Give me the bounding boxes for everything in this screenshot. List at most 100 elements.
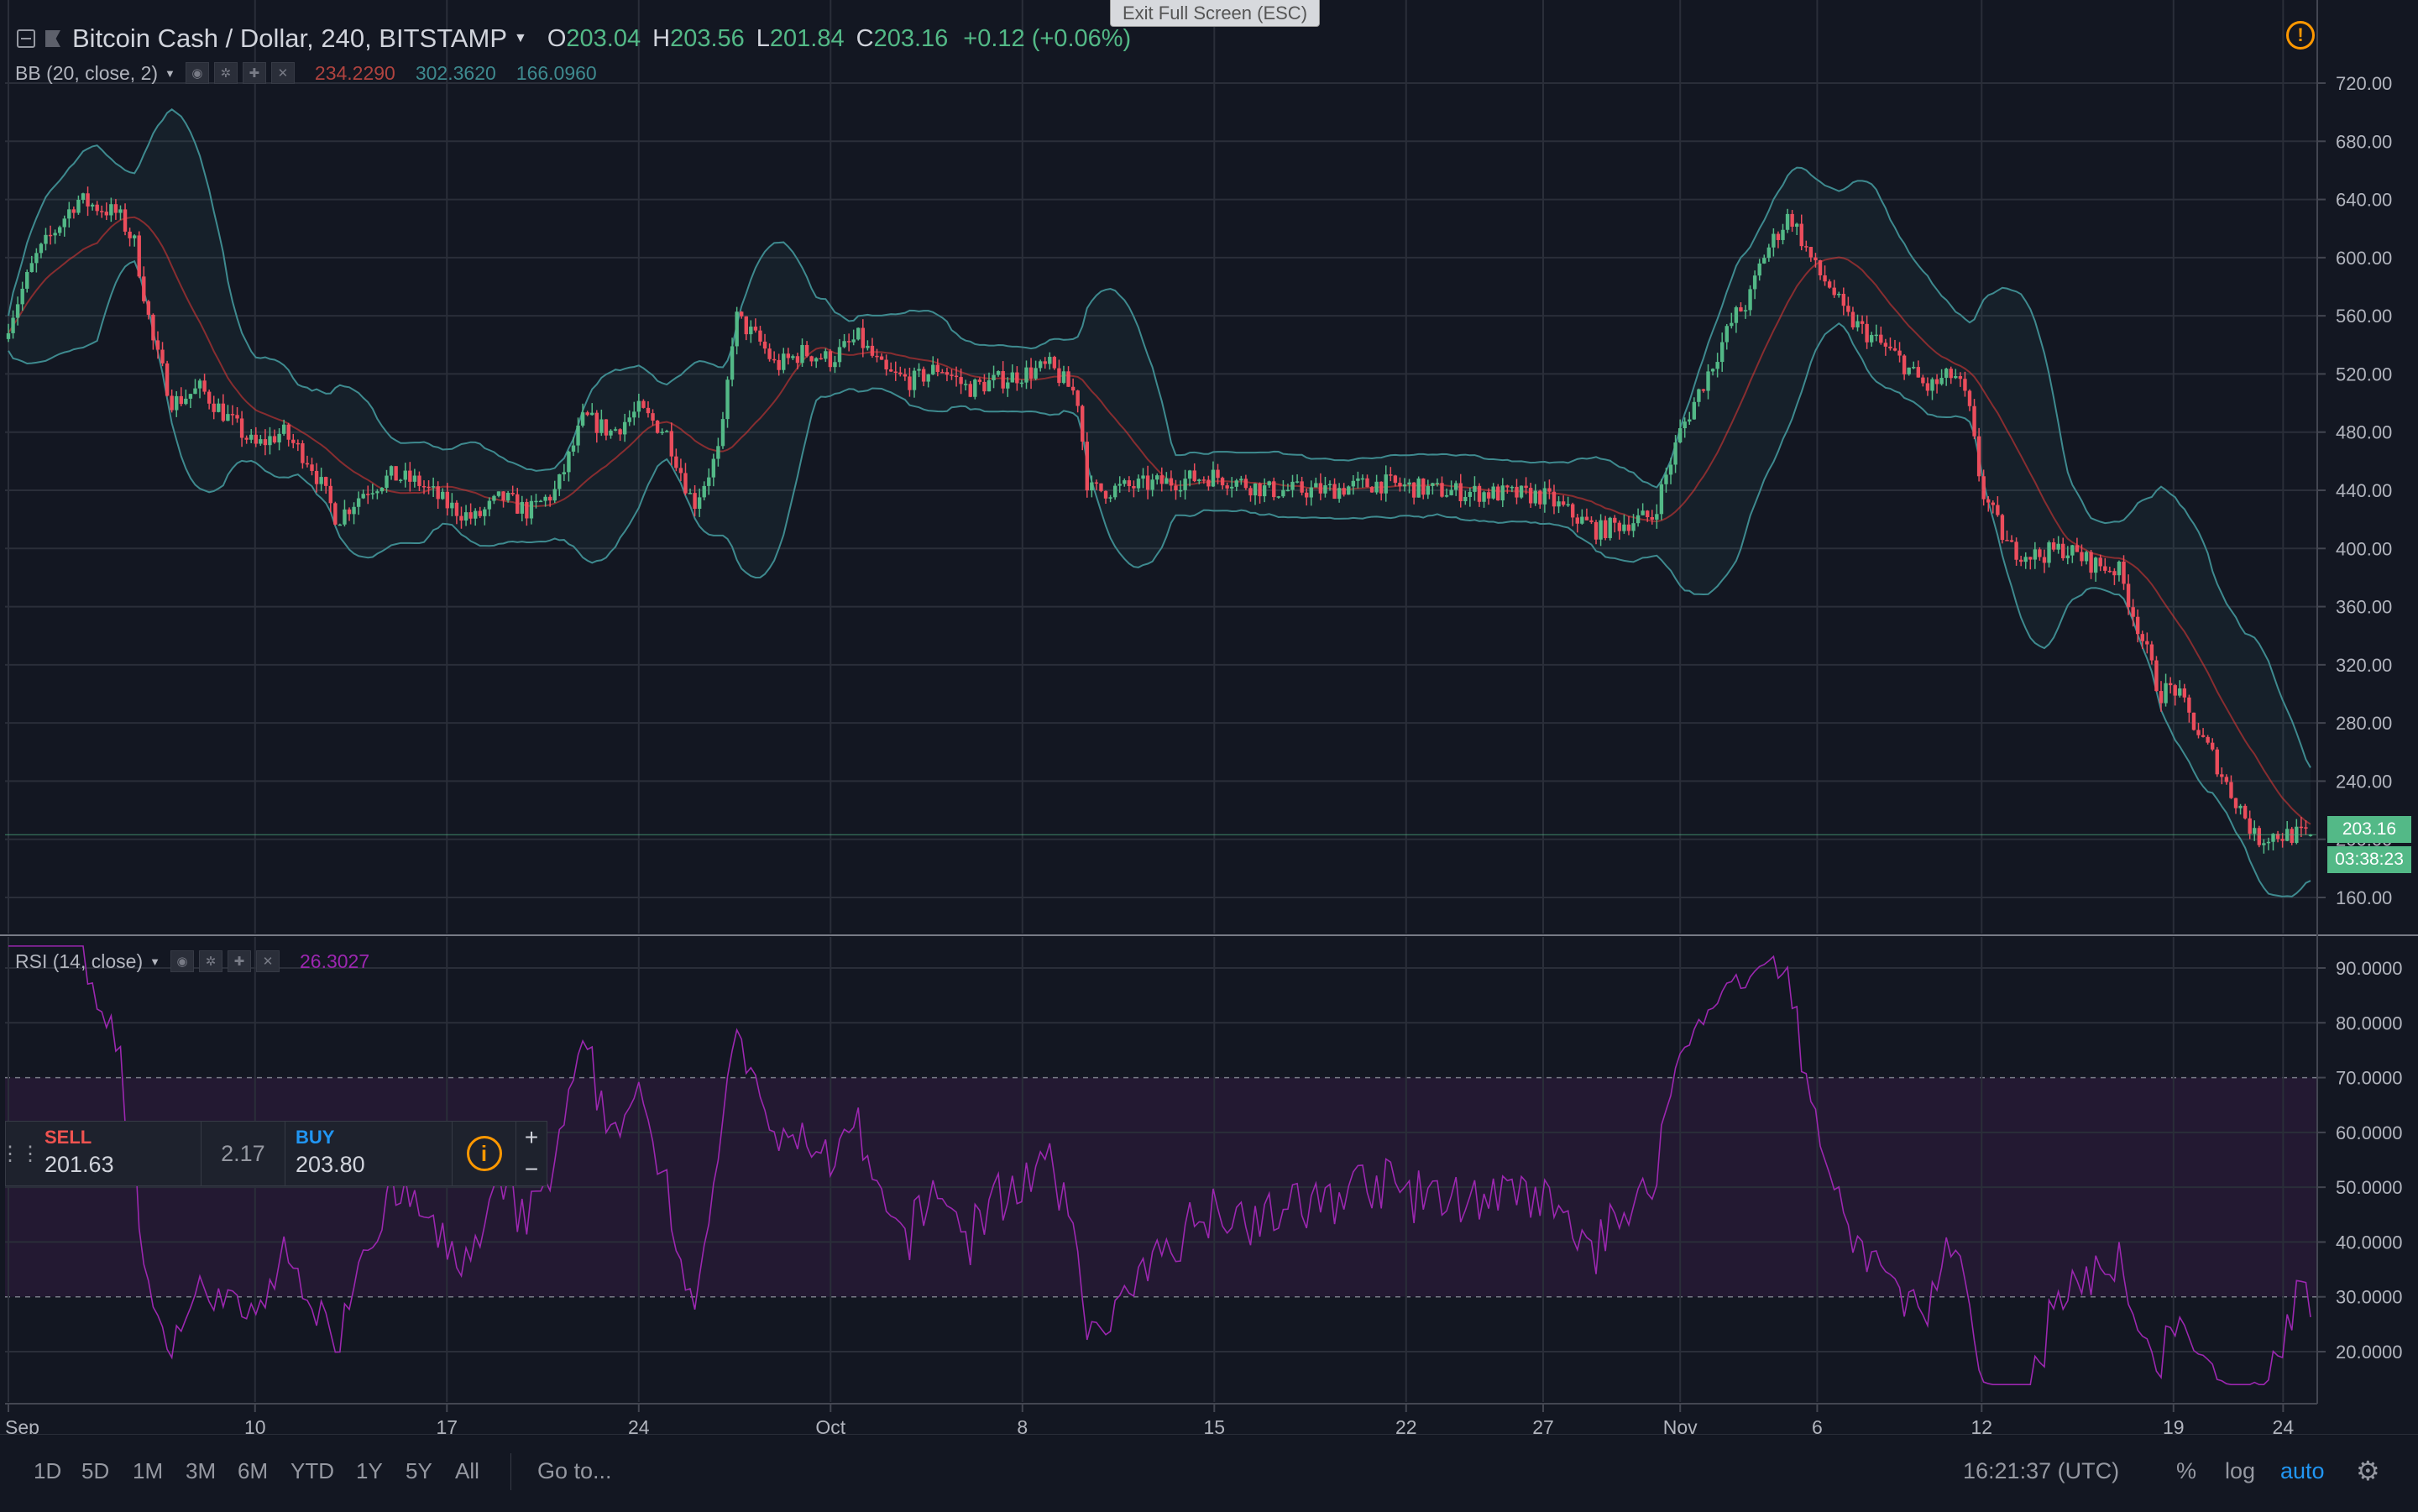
candle-body xyxy=(655,420,660,433)
range-6m-button[interactable]: 6M xyxy=(238,1458,269,1483)
candle-body xyxy=(959,377,963,385)
candle-body xyxy=(76,200,81,213)
candle-body xyxy=(1028,367,1034,379)
candle-body xyxy=(2028,557,2033,560)
candle-body xyxy=(945,372,950,375)
candle-body xyxy=(1599,520,1603,540)
chevron-down-icon[interactable]: ▼ xyxy=(165,66,175,80)
candle-body xyxy=(1710,369,1715,372)
candle-body xyxy=(856,327,861,340)
candle-body xyxy=(2051,542,2056,550)
candle-body xyxy=(1850,311,1855,327)
candle-body xyxy=(1019,382,1024,385)
symbol-name[interactable]: Bitcoin Cash / Dollar, 240, BITSTAMP xyxy=(72,24,508,53)
candle-body xyxy=(259,439,263,444)
candle-body xyxy=(2229,782,2233,798)
warning-icon[interactable]: ! xyxy=(2286,21,2315,50)
candle-body xyxy=(104,212,108,216)
candle-body xyxy=(2084,552,2089,562)
candle-body xyxy=(468,512,473,519)
plus-icon[interactable]: ✚ xyxy=(227,950,251,972)
chart-canvas[interactable]: 160.00200.00240.00280.00320.00360.00400.… xyxy=(0,0,2418,1434)
range-ytd-button[interactable]: YTD xyxy=(290,1458,334,1483)
range-all-button[interactable]: All xyxy=(455,1458,479,1483)
candle-body xyxy=(202,380,207,392)
percent-toggle[interactable]: % xyxy=(2176,1458,2197,1483)
gear-icon[interactable]: ⚙ xyxy=(2356,1456,2380,1486)
candle-body xyxy=(697,497,702,510)
range-3m-button[interactable]: 3M xyxy=(186,1458,217,1483)
eye-icon[interactable]: ◉ xyxy=(185,62,209,84)
candle-body xyxy=(2070,545,2075,556)
candle-body xyxy=(2103,566,2107,571)
clock[interactable]: 16:21:37 (UTC) xyxy=(1963,1458,2120,1483)
range-5y-button[interactable]: 5Y xyxy=(406,1458,432,1483)
close-icon[interactable]: ✕ xyxy=(270,62,295,84)
plus-icon[interactable]: ✚ xyxy=(242,62,266,84)
gear-icon[interactable]: ✲ xyxy=(198,950,222,972)
candle-body xyxy=(1453,483,1458,490)
candle-body xyxy=(921,369,926,382)
candle-body xyxy=(1912,367,1916,369)
candle-body xyxy=(90,204,95,207)
candle-body xyxy=(1781,229,1785,240)
candle-body xyxy=(1976,436,1981,477)
candle-body xyxy=(571,445,576,452)
plus-button[interactable]: + xyxy=(524,1124,539,1150)
go-to-button[interactable]: Go to... xyxy=(537,1458,612,1483)
bb-label[interactable]: BB (20, close, 2) xyxy=(15,61,159,84)
buy-button[interactable]: BUY 203.80 xyxy=(285,1122,453,1185)
bb-buttons: ◉ ✲ ✚ ✕ xyxy=(185,62,300,84)
chevron-down-icon[interactable]: ▼ xyxy=(514,31,527,45)
rsi-label[interactable]: RSI (14, close) xyxy=(15,950,144,972)
price-axis[interactable]: 160.00200.00240.00280.00320.00360.00400.… xyxy=(2317,73,2392,908)
gear-icon[interactable]: ✲ xyxy=(213,62,238,84)
range-1m-button[interactable]: 1M xyxy=(133,1458,164,1483)
candle-body xyxy=(786,353,791,358)
candle-body xyxy=(1491,486,1495,499)
rsi-tick-label: 20.0000 xyxy=(2336,1342,2403,1363)
candle-body xyxy=(95,204,99,212)
range-5d-button[interactable]: 5D xyxy=(81,1458,110,1483)
collapse-icon[interactable] xyxy=(17,29,35,48)
auto-toggle[interactable]: auto xyxy=(2280,1458,2325,1483)
price-tick-label: 320.00 xyxy=(2336,655,2392,676)
last-price-tag: 203.16 xyxy=(2327,816,2411,843)
candle-body xyxy=(454,502,459,516)
candle-body xyxy=(627,417,631,422)
time-axis[interactable]: Sep 10 17 24 Oct 8 15 22 27 Nov 6 12 19 24 xyxy=(5,1404,2294,1434)
candle-body xyxy=(1463,496,1468,502)
candle-body xyxy=(1281,489,1285,497)
log-toggle[interactable]: log xyxy=(2225,1458,2256,1483)
drag-handle-icon[interactable]: ⋮⋮ xyxy=(0,1142,40,1165)
chevron-down-icon[interactable]: ▼ xyxy=(149,955,160,968)
candle-body xyxy=(2145,641,2149,645)
info-button[interactable]: i xyxy=(453,1122,517,1185)
exit-fullscreen-tooltip[interactable]: Exit Full Screen (ESC) xyxy=(1110,0,1320,27)
candle-body xyxy=(2065,555,2070,558)
sell-button[interactable]: SELL 201.63 xyxy=(34,1122,202,1185)
candle-body xyxy=(1897,350,1902,356)
candle-body xyxy=(2075,545,2080,552)
candle-body xyxy=(2304,827,2308,829)
rsi-axis[interactable]: 20.0000 30.0000 40.0000 50.0000 60.0000 70.00… xyxy=(2317,958,2403,1363)
candle-body xyxy=(217,403,221,412)
eye-icon[interactable]: ◉ xyxy=(170,950,194,972)
price-tick-label: 520.00 xyxy=(2336,364,2392,385)
candle-body xyxy=(1309,487,1313,498)
candle-body xyxy=(319,477,323,484)
candle-body xyxy=(1407,482,1411,485)
flag-icon[interactable] xyxy=(45,30,60,47)
candle-body xyxy=(2136,616,2140,635)
range-1d-button[interactable]: 1D xyxy=(34,1458,62,1483)
candle-body xyxy=(501,491,505,501)
candle-body xyxy=(1814,257,1818,261)
candle-body xyxy=(1258,483,1262,497)
minus-button[interactable]: − xyxy=(524,1156,539,1182)
close-icon[interactable]: ✕ xyxy=(255,950,280,972)
range-1y-button[interactable]: 1Y xyxy=(356,1458,383,1483)
buy-label: BUY xyxy=(296,1127,335,1148)
candle-body xyxy=(142,276,146,301)
candle-body xyxy=(379,488,385,492)
candle-body xyxy=(1112,485,1117,498)
